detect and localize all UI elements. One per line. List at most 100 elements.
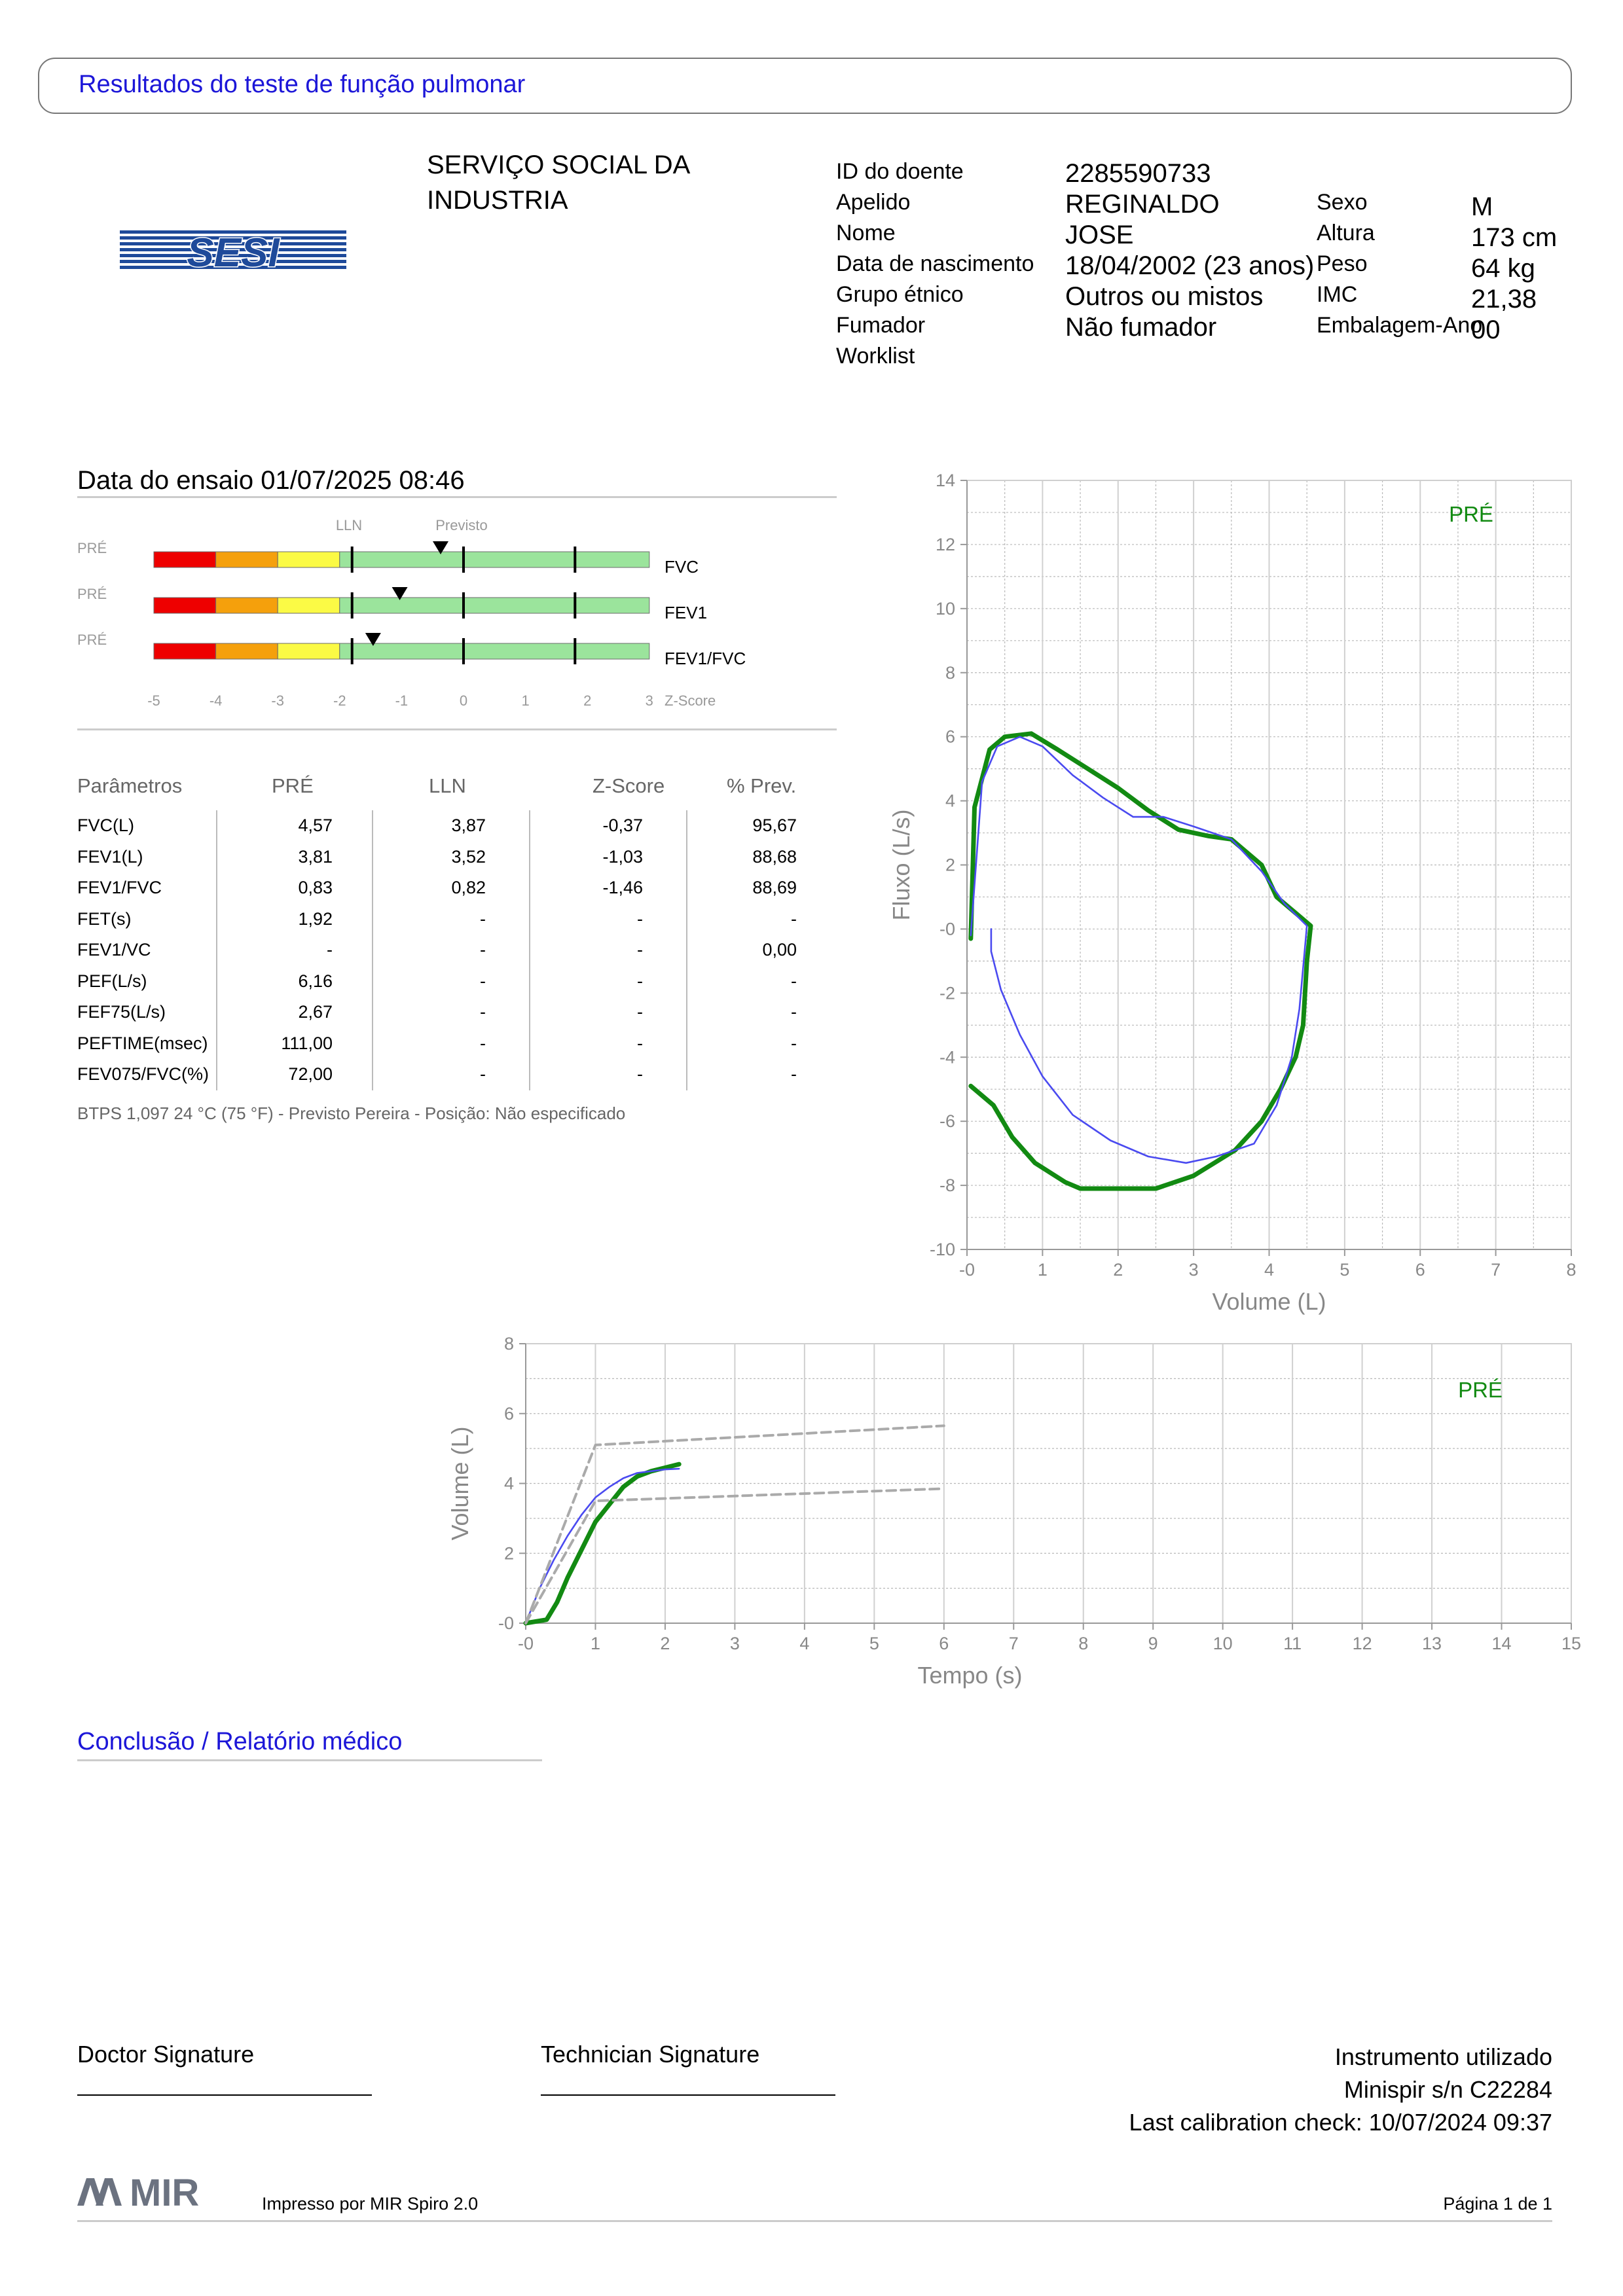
y-tick-label: 4 — [504, 1474, 514, 1494]
patient-field-value: JOSE — [1065, 221, 1134, 249]
y-tick-label: 10 — [936, 599, 955, 619]
y-tick-label: 6 — [504, 1404, 514, 1424]
x-axis-label: Tempo (s) — [917, 1662, 1022, 1689]
table-cell: 6,16 — [298, 971, 333, 991]
x-tick-label: 14 — [1492, 1634, 1512, 1653]
table-cell: -1,46 — [602, 878, 643, 897]
zscore-segment — [277, 643, 340, 660]
patient-field-value: Não fumador — [1065, 313, 1217, 342]
patient-field-value: 00 — [1471, 315, 1501, 344]
predicted-dashed-series — [524, 1487, 945, 1624]
y-tick-label: 8 — [945, 663, 955, 683]
zscore-segment — [215, 643, 278, 660]
y-tick-label: 4 — [945, 791, 955, 811]
y-tick-label: 2 — [504, 1543, 514, 1563]
patient-field-value: M — [1471, 192, 1493, 221]
x-tick-label: 2 — [1113, 1260, 1123, 1280]
table-cell: 0,82 — [451, 878, 486, 897]
y-tick-label: -0 — [498, 1613, 514, 1633]
patient-field-value: 2285590733 — [1065, 159, 1211, 188]
x-tick-label: 6 — [1415, 1260, 1425, 1280]
zscore-pointer — [432, 541, 448, 554]
zscore-tick: 1 — [521, 692, 529, 709]
page-number: Página 1 de 1 — [1443, 2194, 1552, 2214]
zscore-segment — [339, 597, 650, 614]
y-tick-label: -8 — [939, 1175, 955, 1195]
bar-tag: PRÉ — [77, 586, 107, 602]
predicted-dashed-series — [524, 1424, 945, 1624]
patient-field-label: Sexo — [1317, 190, 1368, 215]
zscore-segment — [215, 551, 278, 568]
zscore-axis-title: Z-Score — [665, 692, 716, 709]
x-tick-label: 10 — [1213, 1634, 1233, 1653]
zscore-segment — [339, 551, 650, 568]
institution-line1: SERVIÇO SOCIAL DA — [427, 151, 691, 179]
table-row-label: FET(s) — [77, 908, 132, 929]
secondary-curve-series — [970, 736, 1308, 1164]
patient-field-label: Data de nascimento — [836, 251, 1034, 276]
table-header: % Prev. — [727, 774, 797, 797]
patient-field-label: Embalagem-Ano — [1317, 313, 1483, 338]
mir-logo-text: MIR — [130, 2173, 199, 2210]
zscore-segment — [277, 597, 340, 614]
technician-signature-label: Technician Signature — [541, 2041, 760, 2068]
legend-label: PRÉ — [1458, 1378, 1503, 1402]
table-cell: 88,69 — [752, 878, 797, 897]
zscore-segment — [153, 597, 217, 614]
zscore-pointer — [392, 587, 408, 600]
table-cell: - — [637, 940, 643, 960]
legend-label: PRÉ — [1449, 502, 1493, 526]
table-cell: 0,83 — [298, 878, 333, 897]
column-separator — [372, 810, 373, 1090]
sesi-logo: SESI — [120, 229, 346, 277]
table-cell: - — [480, 908, 486, 929]
x-tick-label: 12 — [1353, 1634, 1372, 1653]
table-cell: - — [637, 1002, 643, 1022]
y-tick-label: -6 — [939, 1111, 955, 1131]
y-tick-label: -0 — [939, 919, 955, 939]
zscore-tick: -1 — [395, 692, 409, 709]
table-row-label: FVC(L) — [77, 816, 134, 835]
column-separator — [529, 810, 530, 1090]
x-tick-label: 11 — [1283, 1634, 1302, 1653]
title-box: Resultados do teste de função pulmonar — [38, 58, 1572, 114]
mir-logo: MIR — [77, 2172, 234, 2214]
instrument-block: Instrumento utilizado Minispir s/n C2228… — [1129, 2041, 1552, 2139]
x-tick-label: 9 — [1148, 1634, 1158, 1653]
bar-name: FVC — [665, 557, 699, 577]
zscore-tick: 3 — [646, 692, 653, 709]
table-cell: 88,68 — [752, 846, 797, 867]
test-date-divider — [77, 496, 837, 498]
table-cell: - — [480, 1064, 486, 1084]
patient-field-label: Nome — [836, 221, 896, 245]
bar-tag: PRÉ — [77, 540, 107, 556]
y-tick-label: 14 — [936, 471, 955, 490]
patient-field-label: Fumador — [836, 313, 926, 338]
table-row-label: PEFTIME(msec) — [77, 1033, 208, 1053]
table-cell: - — [637, 908, 643, 929]
x-tick-label: -0 — [518, 1634, 534, 1653]
table-cell: - — [791, 971, 797, 991]
printed-by: Impresso por MIR Spiro 2.0 — [262, 2194, 479, 2214]
bar-name: FEV1/FVC — [665, 649, 746, 668]
x-axis-label: Volume (L) — [1212, 1288, 1326, 1315]
patient-field-label: Worklist — [836, 344, 915, 368]
instrument-title: Instrumento utilizado — [1334, 2043, 1552, 2070]
table-row-label: FEV1/FVC — [77, 878, 162, 897]
zscore-pointer — [365, 633, 381, 646]
patient-field-value: REGINALDO — [1065, 190, 1220, 219]
table-cell: 3,81 — [298, 846, 333, 867]
btps-note: BTPS 1,097 24 °C (75 °F) - Previsto Pere… — [77, 1103, 626, 1123]
doctor-signature-line — [77, 2094, 372, 2096]
x-tick-label: 8 — [1078, 1634, 1088, 1653]
table-row-label: FEV1/VC — [77, 940, 151, 960]
doctor-signature-label: Doctor Signature — [77, 2041, 255, 2068]
x-tick-label: 3 — [1189, 1260, 1199, 1280]
patient-field-value: 64 kg — [1471, 254, 1535, 283]
y-tick-label: 8 — [504, 1334, 514, 1354]
column-separator — [686, 810, 687, 1090]
secondary-curve-series — [524, 1467, 680, 1624]
table-cell: -0,37 — [602, 816, 643, 835]
zscore-tick: -5 — [147, 692, 160, 709]
zscore-tick: -3 — [271, 692, 284, 709]
